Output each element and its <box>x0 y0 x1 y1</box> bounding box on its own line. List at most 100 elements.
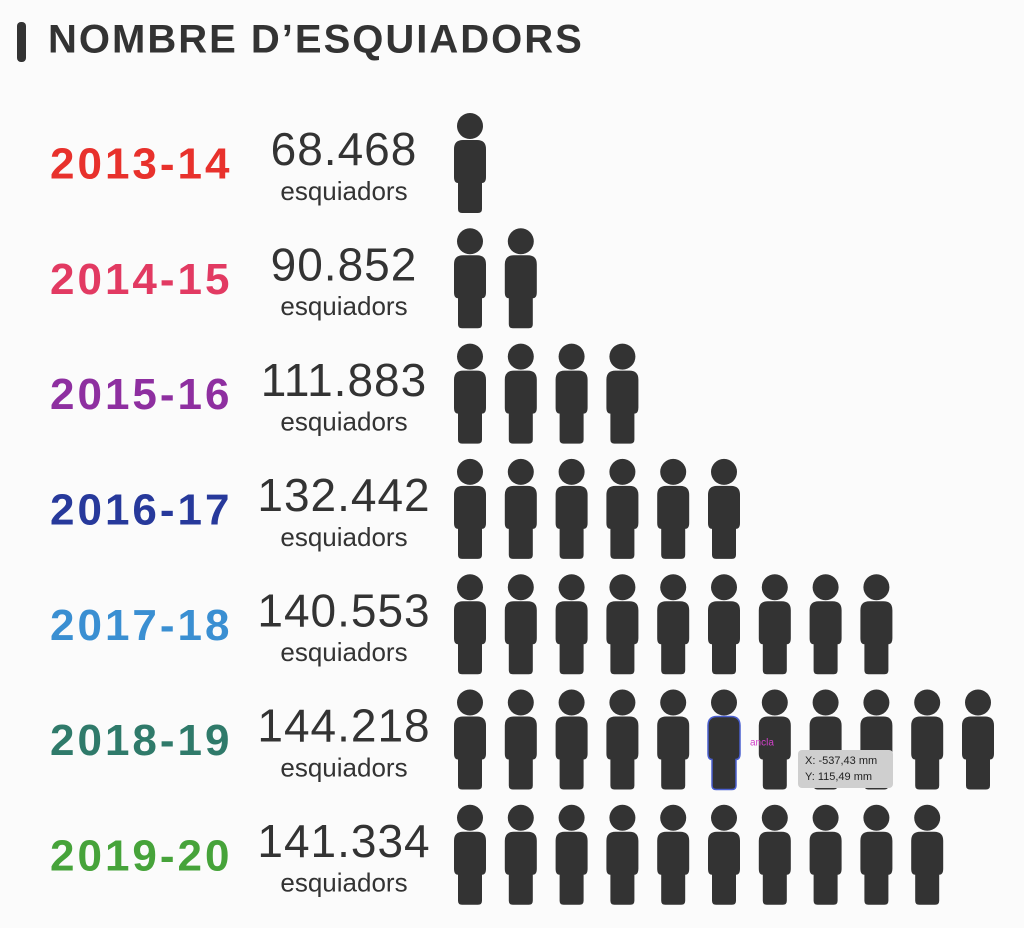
person-head <box>558 458 585 485</box>
person-body <box>708 831 740 905</box>
value-label: 140.553 <box>257 584 430 636</box>
person-head <box>609 574 636 601</box>
icon-group <box>454 458 740 559</box>
person-body <box>504 485 537 559</box>
person-body <box>555 485 588 559</box>
anchor-label: ancla <box>750 738 774 749</box>
person-head <box>761 689 788 716</box>
person-body <box>454 255 486 329</box>
person-head <box>914 689 941 716</box>
person-body <box>504 601 537 675</box>
person-head <box>507 343 534 370</box>
person-head <box>558 343 585 370</box>
person-head <box>609 343 636 370</box>
person-body <box>758 831 791 905</box>
season-label: 2014-15 <box>50 255 232 304</box>
person-head <box>660 804 687 831</box>
person-head <box>761 574 788 601</box>
person-head <box>507 458 534 485</box>
person-head <box>660 689 687 716</box>
person-head <box>457 343 483 370</box>
coord-x: X: -537,43 mm <box>805 755 877 767</box>
coord-y: Y: 115,49 mm <box>805 771 872 783</box>
person-body <box>809 601 842 675</box>
person-body <box>657 831 690 905</box>
icon-group <box>454 343 639 444</box>
icon-group <box>454 574 893 675</box>
person-body <box>809 831 842 905</box>
person-body <box>911 716 944 790</box>
icon-group <box>454 113 486 213</box>
unit-label: esquiadors <box>280 522 407 552</box>
person-body <box>454 485 486 559</box>
person-body <box>606 485 639 559</box>
person-body <box>911 831 944 905</box>
value-label: 141.334 <box>257 815 430 867</box>
person-body <box>504 716 537 790</box>
value-label: 111.883 <box>261 354 427 406</box>
person-body <box>454 831 486 905</box>
person-body <box>504 255 537 329</box>
value-label: 68.468 <box>271 123 418 175</box>
person-head <box>660 574 687 601</box>
person-head <box>812 574 839 601</box>
season-label: 2019-20 <box>50 831 232 880</box>
person-head <box>711 574 737 601</box>
person-head <box>711 458 737 485</box>
person-body <box>606 601 639 675</box>
person-body <box>962 716 994 790</box>
person-body <box>454 601 486 675</box>
person-head <box>558 804 585 831</box>
unit-label: esquiadors <box>280 406 407 436</box>
unit-label: esquiadors <box>280 752 407 782</box>
person-head <box>457 458 483 485</box>
season-label: 2013-14 <box>50 140 232 189</box>
unit-label: esquiadors <box>280 291 407 321</box>
person-body <box>555 601 588 675</box>
unit-label: esquiadors <box>280 176 407 206</box>
person-head <box>711 689 737 716</box>
person-body <box>606 370 639 444</box>
person-head <box>863 574 890 601</box>
person-body <box>555 370 588 444</box>
person-body <box>707 715 741 791</box>
person-head <box>660 458 687 485</box>
chart-title: NOMBRE D’ESQUIADORS <box>48 18 584 62</box>
person-body <box>860 831 893 905</box>
person-body <box>606 831 639 905</box>
person-head <box>761 804 788 831</box>
person-body <box>504 370 537 444</box>
person-body <box>657 485 690 559</box>
value-label: 144.218 <box>257 700 430 752</box>
person-body <box>708 601 740 675</box>
coord-tooltip <box>798 750 893 788</box>
person-head <box>507 804 534 831</box>
unit-label: esquiadors <box>280 868 407 898</box>
person-body <box>454 370 486 444</box>
person-head <box>457 228 483 255</box>
person-head <box>609 689 636 716</box>
person-head <box>609 458 636 485</box>
person-body <box>657 716 690 790</box>
person-head <box>507 689 534 716</box>
person-head <box>711 804 737 831</box>
value-label: 132.442 <box>257 469 430 521</box>
icon-group <box>454 804 944 905</box>
person-body <box>606 716 639 790</box>
season-label: 2016-17 <box>50 486 232 535</box>
person-body <box>454 140 486 213</box>
icon-group <box>454 228 537 329</box>
person-head <box>609 804 636 831</box>
person-head <box>863 804 890 831</box>
person-body <box>860 601 893 675</box>
person-body <box>758 716 791 790</box>
person-head <box>812 804 839 831</box>
season-label: 2018-19 <box>50 716 232 765</box>
person-head <box>457 804 483 831</box>
unit-label: esquiadors <box>280 637 407 667</box>
person-head <box>457 113 483 139</box>
person-head <box>914 804 941 831</box>
person-head <box>558 689 585 716</box>
person-body <box>708 485 740 559</box>
